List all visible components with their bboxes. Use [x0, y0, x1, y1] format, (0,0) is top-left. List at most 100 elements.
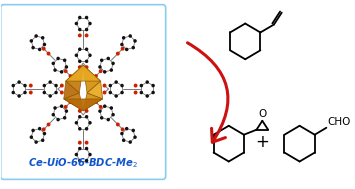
Polygon shape: [64, 81, 79, 99]
Circle shape: [31, 46, 35, 49]
Text: Ce-UiO-66-BDC-Me$_2$: Ce-UiO-66-BDC-Me$_2$: [28, 157, 138, 170]
Circle shape: [34, 34, 38, 38]
Circle shape: [47, 52, 50, 56]
Circle shape: [53, 106, 57, 110]
Circle shape: [78, 28, 82, 31]
Circle shape: [75, 53, 78, 57]
Circle shape: [56, 57, 60, 60]
Circle shape: [78, 115, 82, 119]
Circle shape: [11, 91, 15, 94]
Circle shape: [78, 127, 82, 131]
Polygon shape: [66, 65, 101, 81]
Circle shape: [29, 91, 33, 94]
Text: O: O: [258, 109, 267, 119]
Circle shape: [121, 47, 125, 51]
Circle shape: [78, 141, 82, 145]
Circle shape: [99, 69, 103, 73]
Circle shape: [84, 141, 88, 145]
Circle shape: [98, 65, 102, 69]
Circle shape: [88, 153, 92, 156]
Polygon shape: [64, 99, 103, 111]
Circle shape: [140, 91, 143, 94]
Circle shape: [29, 135, 33, 139]
Circle shape: [110, 68, 113, 72]
Circle shape: [100, 58, 103, 62]
Circle shape: [129, 140, 132, 144]
Circle shape: [88, 121, 92, 125]
Circle shape: [85, 115, 88, 119]
Text: CHO: CHO: [327, 117, 351, 127]
Text: +: +: [255, 133, 269, 151]
Circle shape: [114, 94, 118, 98]
Circle shape: [78, 16, 82, 19]
Circle shape: [43, 43, 46, 46]
Circle shape: [85, 47, 88, 51]
Circle shape: [100, 116, 103, 120]
Circle shape: [65, 109, 68, 113]
Circle shape: [98, 109, 102, 113]
Circle shape: [116, 52, 120, 56]
Circle shape: [106, 57, 110, 60]
Circle shape: [54, 84, 58, 87]
Circle shape: [146, 94, 149, 98]
Circle shape: [103, 84, 106, 88]
Circle shape: [38, 127, 42, 130]
Circle shape: [151, 91, 155, 94]
Circle shape: [84, 65, 88, 69]
Circle shape: [120, 132, 124, 135]
Circle shape: [116, 122, 120, 126]
Polygon shape: [87, 81, 103, 99]
Circle shape: [60, 91, 64, 94]
FancyArrowPatch shape: [187, 43, 228, 142]
Circle shape: [129, 34, 132, 38]
Circle shape: [133, 84, 137, 88]
Circle shape: [84, 33, 88, 37]
Circle shape: [125, 127, 129, 130]
Circle shape: [122, 36, 125, 40]
Circle shape: [41, 139, 44, 142]
Circle shape: [65, 65, 68, 69]
Circle shape: [78, 33, 82, 37]
Circle shape: [146, 80, 149, 84]
Circle shape: [99, 105, 103, 109]
Circle shape: [78, 109, 82, 113]
Circle shape: [23, 84, 27, 87]
Circle shape: [114, 80, 118, 84]
Circle shape: [78, 47, 82, 51]
Circle shape: [51, 113, 55, 116]
Circle shape: [84, 109, 88, 113]
Circle shape: [43, 84, 46, 87]
Circle shape: [78, 147, 82, 150]
Circle shape: [109, 84, 112, 87]
Polygon shape: [83, 65, 101, 93]
Circle shape: [63, 116, 66, 120]
Circle shape: [88, 53, 92, 57]
Circle shape: [43, 91, 46, 94]
Circle shape: [85, 28, 88, 31]
Circle shape: [109, 91, 112, 94]
Circle shape: [48, 80, 52, 84]
Circle shape: [85, 159, 88, 162]
Circle shape: [29, 84, 33, 88]
Circle shape: [43, 132, 46, 135]
Circle shape: [133, 135, 137, 139]
Circle shape: [111, 62, 115, 65]
Circle shape: [60, 84, 64, 88]
Circle shape: [11, 84, 15, 87]
Circle shape: [120, 84, 124, 87]
Polygon shape: [66, 65, 83, 93]
Circle shape: [53, 68, 57, 72]
Circle shape: [110, 106, 113, 110]
Circle shape: [85, 16, 88, 19]
Circle shape: [85, 127, 88, 131]
Circle shape: [120, 91, 124, 94]
Circle shape: [17, 94, 21, 98]
Circle shape: [41, 36, 44, 40]
Circle shape: [42, 127, 46, 131]
Circle shape: [125, 48, 129, 51]
Circle shape: [106, 118, 110, 121]
Circle shape: [94, 100, 98, 104]
Circle shape: [103, 104, 106, 108]
Circle shape: [48, 94, 52, 98]
Circle shape: [60, 104, 63, 108]
